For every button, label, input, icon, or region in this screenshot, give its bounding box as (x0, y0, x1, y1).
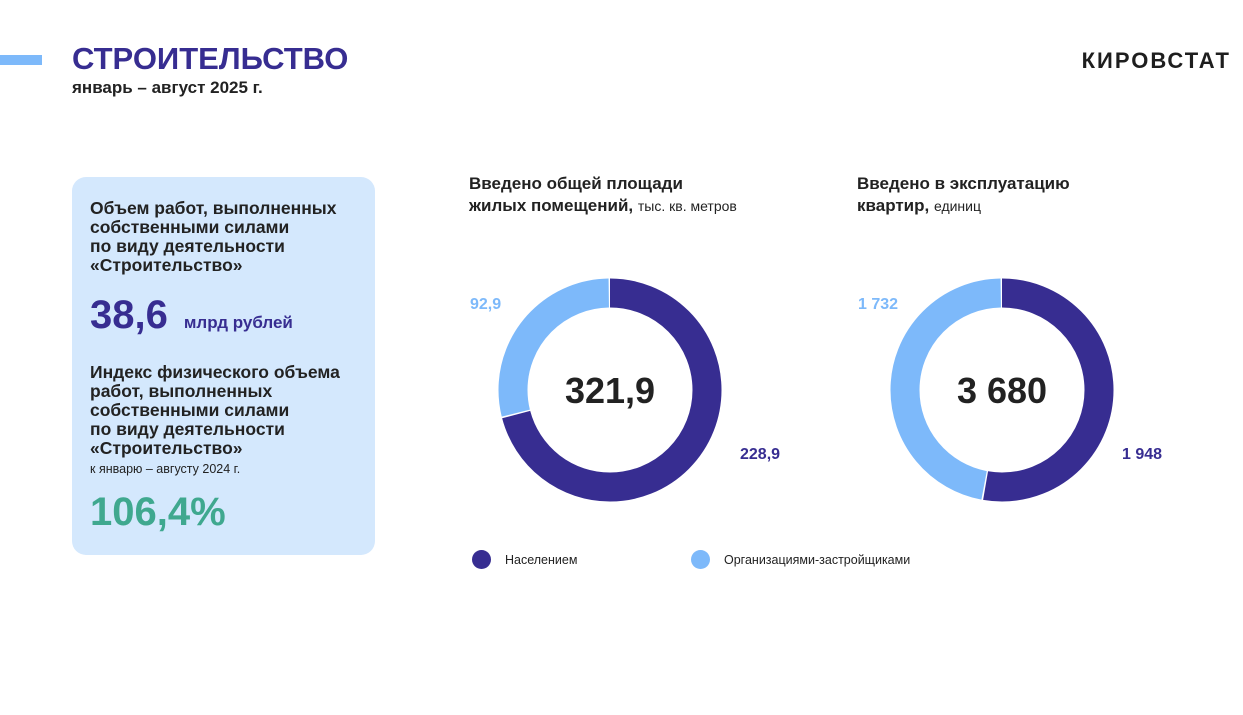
index-note: к январю – августу 2024 г. (90, 462, 241, 476)
donut-slice-developers (890, 278, 1114, 502)
title-line: Введено в эксплуатацию (857, 174, 1070, 193)
donut-slice-developers (498, 278, 722, 502)
summary-card: Объем работ, выполненных собственными си… (72, 177, 375, 555)
chart-unit: единиц (933, 198, 982, 214)
legend-item-population: Населением (472, 550, 577, 569)
heading-line: по виду деятельности (90, 236, 285, 256)
chart1-title: Введено общей площади жилых помещений, т… (469, 173, 737, 217)
chart-unit: тыс. кв. метров (637, 198, 737, 214)
title-line: квартир, (857, 196, 930, 215)
donut-slice-population (890, 278, 1114, 502)
legend-dot-icon (472, 550, 491, 569)
volume-heading: Объем работ, выполненных собственными си… (90, 199, 337, 275)
donut-chart-area: 321,9 228,9 92,9 (470, 278, 780, 502)
donut-slice-population (498, 278, 722, 502)
heading-line: «Строительство» (90, 255, 243, 275)
heading-line: Индекс физического объема (90, 362, 340, 382)
slice-label-developers: 1 732 (858, 296, 898, 313)
donut-total: 3 680 (957, 370, 1047, 411)
volume-unit: млрд рублей (183, 313, 293, 332)
heading-line: собственными силами (90, 217, 290, 237)
legend-label: Населением (505, 552, 578, 567)
accent-bar (0, 55, 42, 65)
heading-line: «Строительство» (90, 438, 243, 458)
slice-label-developers: 92,9 (470, 296, 501, 313)
volume-value: 38,6 (90, 293, 168, 337)
page-title: СТРОИТЕЛЬСТВО (72, 41, 349, 76)
index-value: 106,4% (90, 490, 226, 534)
legend-dot-icon (691, 550, 710, 569)
slice-label-population: 228,9 (740, 446, 780, 463)
donut-chart-flats: 3 680 1 948 1 732 (858, 278, 1162, 502)
heading-line: по виду деятельности (90, 419, 285, 439)
legend-label: Организациями-застройщиками (724, 552, 911, 567)
donut-total: 321,9 (565, 370, 655, 411)
title-line: жилых помещений, (469, 196, 634, 215)
chart2-title: Введено в эксплуатацию квартир, единиц (857, 173, 1070, 217)
legend-item-developers: Организациями-застройщиками (691, 550, 910, 569)
index-heading: Индекс физического объема работ, выполне… (90, 363, 340, 479)
title-line: Введено общей площади (469, 174, 683, 193)
logo: КИРОВСТАТ (1081, 48, 1231, 73)
page-subtitle: январь – август 2025 г. (72, 78, 263, 97)
heading-line: Объем работ, выполненных (90, 198, 337, 218)
heading-line: собственными силами (90, 400, 290, 420)
heading-line: работ, выполненных (90, 381, 273, 401)
slice-label-population: 1 948 (1122, 446, 1162, 463)
